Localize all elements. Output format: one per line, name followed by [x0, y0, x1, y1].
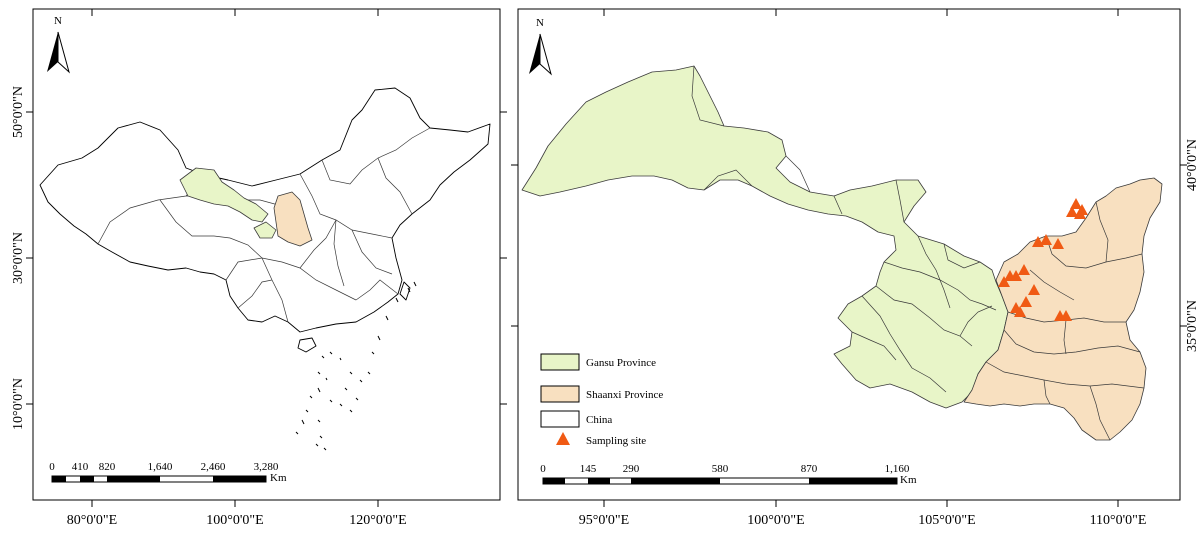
left-map-panel: 80°0'0"E 100°0'0"E 120°0'0"E 50°0'0"N 30…	[11, 8, 507, 528]
left-scale-tick-1: 410	[72, 461, 89, 473]
left-scale-bar: 0 410 820 1,640 2,460 3,280 Km	[49, 461, 287, 484]
china-outline	[39, 87, 491, 333]
right-scale-tick-5: 1,160	[885, 463, 910, 475]
left-scale-tick-2: 820	[99, 461, 116, 473]
right-scale-tick-0: 0	[540, 463, 546, 475]
sampling-site-marker	[1074, 208, 1086, 219]
left-lon-label-1: 80°0'0"E	[67, 513, 117, 528]
sampling-site-marker	[1070, 198, 1082, 209]
right-map-frame	[517, 8, 1181, 501]
right-lon-label-3: 105°0'0"E	[918, 513, 975, 528]
right-lon-label-1: 95°0'0"E	[579, 513, 629, 528]
gansu-highlight-small	[179, 167, 269, 223]
left-scale-tick-3: 1,640	[148, 461, 173, 473]
legend-label-site: Sampling site	[586, 435, 646, 447]
right-scale-bar: 0 145 290 580 870 1,160 Km	[540, 463, 917, 486]
left-scale-tick-0: 0	[49, 461, 55, 473]
left-lat-label-3: 10°0'0"N	[11, 378, 26, 430]
legend-swatch-gansu	[540, 353, 580, 371]
sampling-site-marker	[1040, 234, 1052, 245]
sampling-site-legend-icon	[556, 432, 570, 445]
sampling-site-marker	[1014, 306, 1026, 317]
left-scale-tick-5: 3,280	[254, 461, 279, 473]
sampling-site-marker	[1020, 296, 1032, 307]
north-arrow-icon	[529, 34, 540, 74]
shaanxi-highlight-small	[273, 191, 313, 247]
left-map-frame	[32, 8, 501, 501]
legend-label-shaanxi: Shaanxi Province	[586, 389, 663, 401]
right-scale-tick-2: 290	[623, 463, 640, 475]
legend-swatch-shaanxi	[540, 385, 580, 403]
right-lat-label-1: 40°0'0"N	[1185, 139, 1200, 191]
right-map-panel: 95°0'0"E 100°0'0"E 105°0'0"E 110°0'0"E 4…	[511, 8, 1200, 528]
sampling-site-marker	[1066, 206, 1078, 217]
china-map	[39, 87, 491, 353]
right-scale-unit: Km	[900, 474, 917, 486]
north-arrow-icon	[47, 32, 58, 72]
sampling-site-marker	[1018, 264, 1030, 275]
shaanxi-outline	[963, 177, 1163, 441]
left-scale-unit: Km	[270, 472, 287, 484]
legend-label-gansu: Gansu Province	[586, 357, 656, 369]
sampling-sites	[998, 198, 1088, 321]
left-north-label: N	[54, 15, 62, 27]
left-scale-tick-4: 2,460	[201, 461, 226, 473]
map-legend: Gansu Province Shaanxi Province China Sa…	[540, 353, 663, 447]
right-lon-label-4: 110°0'0"E	[1090, 513, 1147, 528]
shaanxi-province-map	[963, 177, 1163, 441]
sampling-site-marker	[998, 276, 1010, 287]
right-scale-tick-1: 145	[580, 463, 597, 475]
left-lat-label-1: 50°0'0"N	[11, 86, 26, 138]
legend-label-china: China	[586, 414, 612, 426]
left-north-arrow: N	[47, 15, 70, 74]
left-lon-label-3: 120°0'0"E	[349, 513, 406, 528]
left-lon-label-2: 100°0'0"E	[206, 513, 263, 528]
right-scale-tick-3: 580	[712, 463, 729, 475]
south-china-sea-islands	[295, 281, 417, 451]
left-lat-label-2: 30°0'0"N	[11, 232, 26, 284]
legend-swatch-china	[540, 410, 580, 428]
right-north-label: N	[536, 17, 544, 29]
sampling-site-marker	[1028, 284, 1040, 295]
right-scale-tick-4: 870	[801, 463, 818, 475]
sampling-site-marker	[1060, 310, 1072, 321]
sampling-site-marker	[1010, 270, 1022, 281]
right-lat-label-2: 35°0'0"N	[1185, 300, 1200, 352]
right-north-arrow: N	[529, 17, 552, 76]
right-lon-label-2: 100°0'0"E	[747, 513, 804, 528]
sampling-site-marker	[1052, 238, 1064, 249]
